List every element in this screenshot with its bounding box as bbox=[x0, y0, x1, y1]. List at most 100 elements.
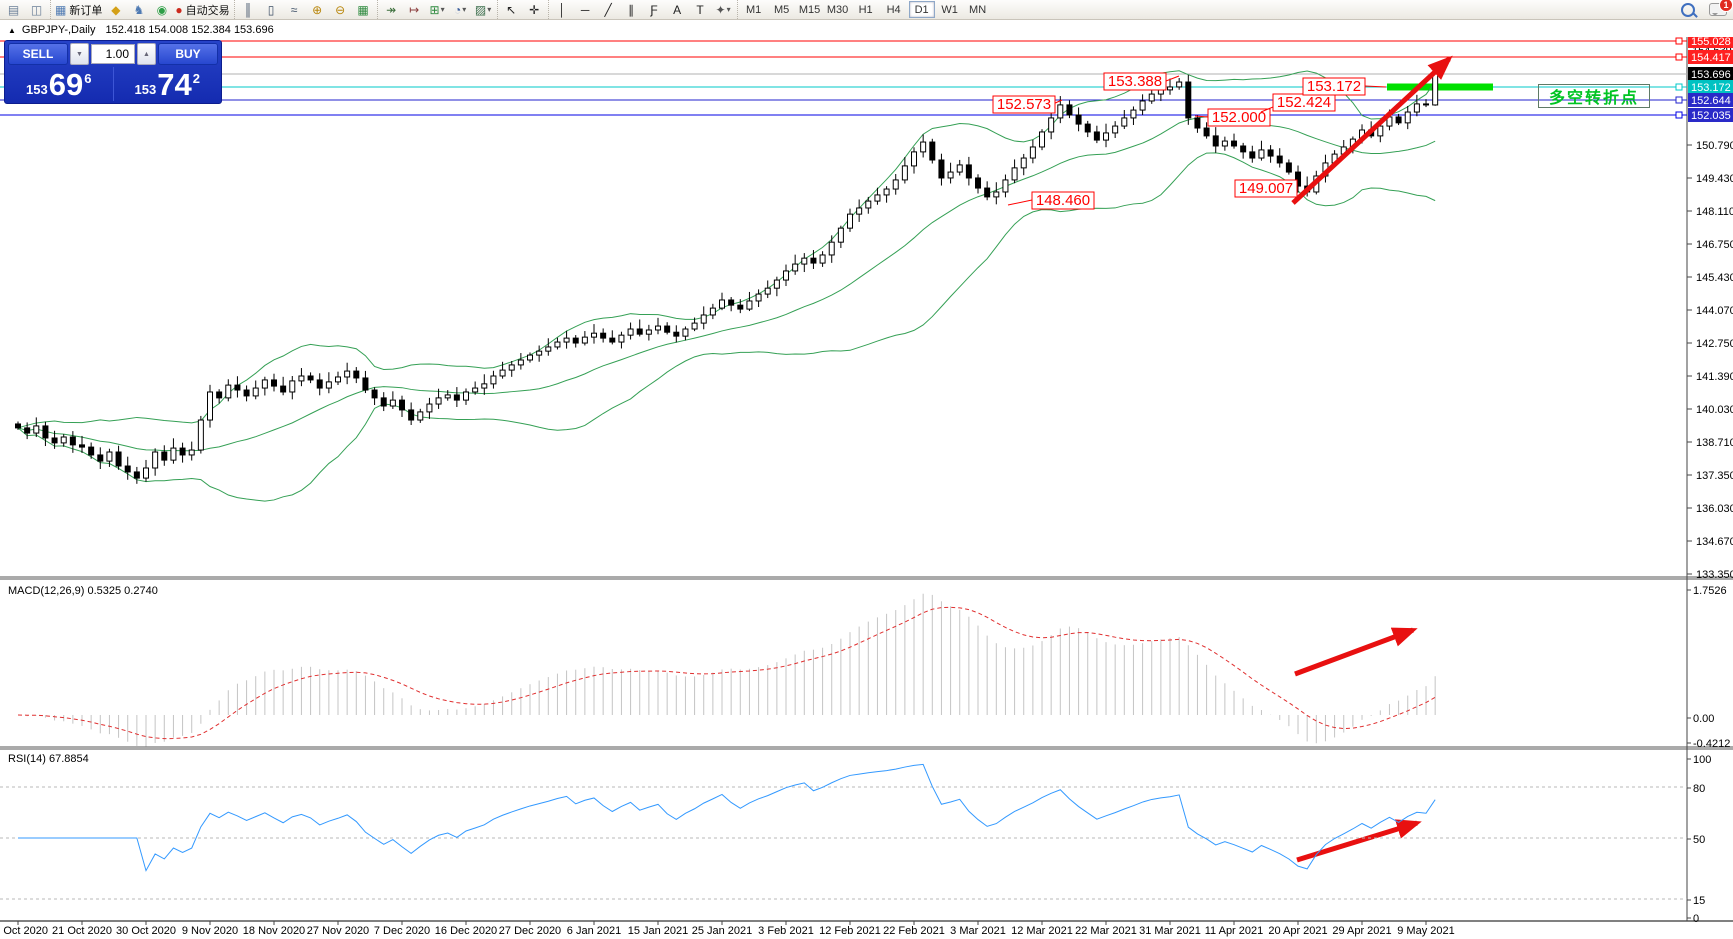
svg-text:152.035: 152.035 bbox=[1691, 110, 1731, 122]
horizontal-line-icon[interactable]: ─ bbox=[575, 0, 596, 19]
sell-button[interactable]: SELL bbox=[8, 43, 68, 65]
volume-decrease-button[interactable]: ▼ bbox=[70, 43, 89, 65]
new-chart-icon[interactable]: ▤ bbox=[3, 0, 24, 19]
chart-canvas[interactable]: 152.573153.388152.000152.424153.172149.0… bbox=[0, 37, 1733, 939]
timeframe-button-d1[interactable]: D1 bbox=[908, 1, 935, 18]
volume-increase-button[interactable]: ▲ bbox=[137, 43, 156, 65]
indicators-icon[interactable]: ⊞ ▾ bbox=[427, 0, 448, 19]
svg-text:140.030: 140.030 bbox=[1696, 404, 1733, 416]
search-icon[interactable] bbox=[1681, 2, 1695, 17]
chart-ohlc-readout: 152.418 154.008 152.384 153.696 bbox=[105, 24, 274, 36]
sell-price-display[interactable]: 153 69 6 bbox=[5, 66, 113, 102]
collapse-triangle-icon[interactable]: ▲ bbox=[8, 25, 16, 35]
profiles-icon[interactable]: ◫ bbox=[26, 0, 47, 19]
candle-chart-icon[interactable]: ▯ bbox=[261, 0, 282, 19]
text-label-icon: T bbox=[696, 2, 704, 17]
svg-text:148.460: 148.460 bbox=[1036, 192, 1090, 209]
volume-input[interactable]: 1.00 bbox=[91, 44, 135, 64]
autotrading-button[interactable]: ● 自动交易 bbox=[174, 0, 230, 19]
svg-text:50: 50 bbox=[1693, 834, 1705, 846]
signal-icon[interactable]: ◉ bbox=[151, 0, 172, 19]
chat-icon[interactable]: 1 bbox=[1709, 0, 1733, 16]
zoom-out-icon[interactable]: ⊖ bbox=[330, 0, 351, 19]
line-endpoint-marker[interactable] bbox=[1675, 83, 1683, 91]
line-endpoint-marker[interactable] bbox=[1675, 111, 1683, 119]
callout-153.388[interactable]: 153.388 bbox=[1103, 72, 1180, 91]
text-label-icon[interactable]: T bbox=[690, 0, 711, 19]
timeframe-button-h1[interactable]: H1 bbox=[858, 3, 873, 16]
line-chart-icon[interactable]: ≈ bbox=[284, 0, 305, 19]
chart-shift-icon[interactable]: ↠ bbox=[381, 0, 402, 19]
svg-text:3 Mar 2021: 3 Mar 2021 bbox=[950, 925, 1006, 937]
new-order-button[interactable]: ▦ 新订单 bbox=[54, 0, 103, 19]
chevron-down-icon[interactable]: ▾ bbox=[726, 5, 731, 14]
price-badge-155.028 bbox=[1688, 37, 1733, 48]
svg-text:148.110: 148.110 bbox=[1696, 206, 1733, 218]
line-endpoint-marker[interactable] bbox=[1675, 53, 1683, 61]
timeframe-button-h4[interactable]: H4 bbox=[886, 3, 901, 16]
timeframe-button-m1[interactable]: M1 bbox=[745, 3, 762, 16]
chevron-down-icon[interactable]: ▾ bbox=[440, 5, 445, 14]
line-endpoint-marker[interactable] bbox=[1675, 96, 1683, 104]
timeframe-button-m5[interactable]: M5 bbox=[773, 3, 790, 16]
green-breakout-segment[interactable] bbox=[1387, 83, 1493, 91]
mql-wizard-icon[interactable]: ◆ bbox=[105, 0, 126, 19]
svg-text:149.430: 149.430 bbox=[1696, 173, 1733, 185]
auto-scroll-icon[interactable]: ↦ bbox=[404, 0, 425, 19]
chevron-down-icon[interactable]: ▾ bbox=[462, 5, 467, 14]
callout-152.573[interactable]: 152.573 bbox=[992, 95, 1063, 114]
svg-text:11 Apr 2021: 11 Apr 2021 bbox=[1205, 925, 1264, 937]
svg-text:12 Feb 2021: 12 Feb 2021 bbox=[819, 925, 881, 937]
trend-arrow-macd[interactable] bbox=[1294, 627, 1418, 677]
auto-scroll-icon: ↦ bbox=[409, 2, 420, 17]
callout-153.172[interactable]: 153.172 bbox=[1302, 77, 1387, 96]
price-axis[interactable]: 150.790 149.430 148.110 146.750 145.430 144.0… bbox=[1687, 37, 1733, 925]
timeframe-button-mn[interactable]: MN bbox=[969, 3, 987, 16]
svg-text:29 Apr 2021: 29 Apr 2021 bbox=[1332, 925, 1391, 937]
zoom-in-icon[interactable]: ⊕ bbox=[307, 0, 328, 19]
svg-text:153.172: 153.172 bbox=[1691, 82, 1731, 94]
text-icon: A bbox=[673, 2, 682, 17]
crosshair-icon[interactable]: ✛ bbox=[524, 0, 545, 19]
timeframe-button-m15[interactable]: M15 bbox=[798, 3, 821, 16]
trend-arrow-rsi[interactable] bbox=[1296, 819, 1422, 863]
trendline-icon[interactable]: ╱ bbox=[598, 0, 619, 19]
chart-window-titlebar[interactable]: ▲ GBPJPY-,Daily 152.418 154.008 152.384 … bbox=[0, 23, 1733, 37]
buy-button[interactable]: BUY bbox=[158, 43, 218, 65]
callout-152.000[interactable]: 152.000 bbox=[1194, 108, 1271, 127]
callout-148.460[interactable]: 148.460 bbox=[1007, 191, 1095, 210]
arrows-icon[interactable]: ✦ ▾ bbox=[713, 0, 734, 19]
price-badge-153.172 bbox=[1688, 80, 1733, 94]
text-icon[interactable]: A bbox=[667, 0, 688, 19]
timeframe-button-w1[interactable]: W1 bbox=[941, 3, 958, 16]
svg-text:136.030: 136.030 bbox=[1696, 503, 1733, 515]
buy-price-display[interactable]: 153 74 2 bbox=[114, 66, 222, 102]
line-endpoint-marker[interactable] bbox=[1675, 37, 1683, 45]
timeframe-button-m30[interactable]: M30 bbox=[826, 3, 849, 16]
periods-icon[interactable]: ◔ ▾ bbox=[450, 0, 471, 19]
svg-text:18 Nov 2020: 18 Nov 2020 bbox=[243, 925, 305, 937]
templates-icon[interactable]: ▨ ▾ bbox=[473, 0, 494, 19]
bull-bear-turning-point-label[interactable]: 多空转折点 bbox=[1538, 84, 1650, 108]
svg-text:152.644: 152.644 bbox=[1691, 95, 1731, 107]
trend-arrow-main[interactable] bbox=[1291, 55, 1453, 205]
channel-icon[interactable]: ∥ bbox=[621, 0, 642, 19]
date-axis[interactable]: 12 Oct 2020 21 Oct 2020 30 Oct 2020 9 Nov 2… bbox=[0, 921, 1455, 937]
zoom-out-icon: ⊖ bbox=[335, 2, 346, 17]
cursor-icon[interactable]: ↖ bbox=[501, 0, 522, 19]
callout-149.007[interactable]: 149.007 bbox=[1234, 179, 1298, 198]
svg-text:152.424: 152.424 bbox=[1277, 94, 1331, 111]
fibonacci-icon[interactable]: Ƒ bbox=[644, 0, 665, 19]
price-badge-154.417 bbox=[1688, 50, 1733, 64]
chevron-down-icon[interactable]: ▾ bbox=[487, 5, 492, 14]
svg-text:141.390: 141.390 bbox=[1696, 371, 1733, 383]
svg-text:27 Nov 2020: 27 Nov 2020 bbox=[307, 925, 369, 937]
callout-152.424[interactable]: 152.424 bbox=[1260, 93, 1336, 113]
experts-icon[interactable]: ♞ bbox=[128, 0, 149, 19]
vertical-line-icon[interactable]: │ bbox=[552, 0, 573, 19]
bar-chart-icon[interactable]: ║ bbox=[238, 0, 259, 19]
sell-price-prefix: 153 bbox=[26, 82, 48, 97]
tile-windows-icon[interactable]: ▦ bbox=[353, 0, 374, 19]
sell-price-sup: 6 bbox=[84, 71, 92, 86]
